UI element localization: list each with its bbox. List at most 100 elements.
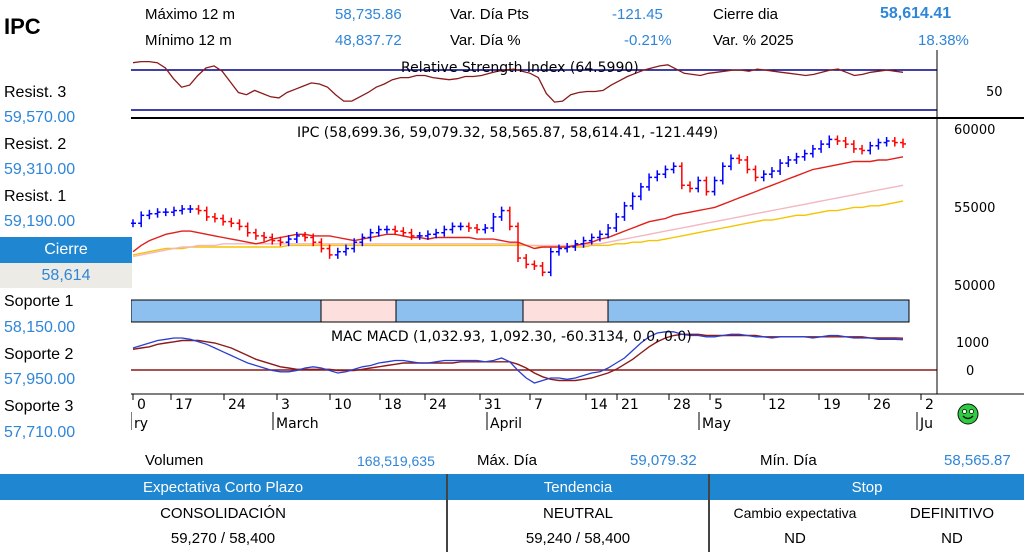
ohlc-bar bbox=[162, 208, 169, 217]
ohlc-bar bbox=[203, 206, 210, 221]
ohlc-bar bbox=[744, 156, 751, 174]
close-level-header: Cierre bbox=[0, 237, 132, 263]
max12-label: Máximo 12 m bbox=[145, 6, 236, 23]
ohlc-bar bbox=[515, 222, 521, 262]
macd-title: MAC MACD (1,032.93, 1,092.30, -60.3134, … bbox=[331, 329, 692, 345]
ohlc-bar bbox=[408, 228, 415, 240]
ohlc-bar bbox=[310, 233, 317, 247]
rsi-title: Relative Strength Index (64.5990) bbox=[401, 60, 639, 76]
month-label: April bbox=[490, 416, 522, 432]
expect-value: CONSOLIDACIÓN bbox=[160, 504, 286, 522]
price-tick-60000: 60000 bbox=[954, 123, 995, 138]
ohlc-bar bbox=[883, 137, 890, 147]
expect-header-label: Expectativa Corto Plazo bbox=[142, 478, 304, 496]
rsi-tick: 50 bbox=[986, 85, 1003, 100]
price-title: IPC (58,699.36, 59,079.32, 58,565.87, 58… bbox=[297, 125, 718, 141]
ohlc-bar bbox=[678, 162, 685, 190]
min-day-label: Mín. Día bbox=[760, 452, 817, 469]
x-tick-label: 12 bbox=[768, 397, 786, 413]
trend-header-label: Tendencia bbox=[543, 478, 613, 496]
ohlc-bar bbox=[703, 176, 710, 196]
ohlc-bar bbox=[465, 222, 472, 232]
resist2-value: 59,310.00 bbox=[4, 161, 76, 178]
ohlc-bar bbox=[146, 209, 153, 220]
x-axis: 0 17 24 3 10 18 24 31 7 14 21 28 5 12 19 26 2 ry March Apri… bbox=[131, 393, 1024, 432]
ohlc-bar bbox=[842, 137, 849, 149]
ohlc-bar bbox=[441, 225, 448, 237]
ohlc-bar bbox=[383, 225, 390, 234]
ohlc-bar bbox=[179, 205, 186, 215]
ohlc-bar bbox=[646, 173, 653, 191]
ohlc-bar bbox=[449, 222, 456, 234]
ohlc-bar bbox=[531, 260, 538, 270]
min12-value: 48,837.72 bbox=[335, 32, 402, 49]
ohlc-bar bbox=[261, 231, 268, 242]
expect-header: Expectativa Corto Plazo bbox=[0, 474, 446, 500]
macd-panel: MAC MACD (1,032.93, 1,092.30, -60.3134, … bbox=[131, 329, 989, 384]
ohlc-bar bbox=[900, 138, 906, 148]
ohlc-bar bbox=[613, 212, 620, 232]
trend-band bbox=[131, 299, 910, 323]
support3-value: 57,710.00 bbox=[4, 424, 76, 441]
x-tick-label: 31 bbox=[484, 397, 502, 413]
ohlc-bar bbox=[891, 137, 898, 147]
month-label: ry bbox=[134, 416, 148, 432]
ohlc-bar bbox=[523, 254, 530, 269]
max12-value: 58,735.86 bbox=[335, 6, 402, 23]
ohlc-bar bbox=[416, 231, 423, 240]
ohlc-bar bbox=[359, 233, 366, 247]
resist3-label: Resist. 3 bbox=[4, 84, 67, 101]
x-tick-label: 5 bbox=[714, 397, 723, 413]
resist1-label: Resist. 1 bbox=[4, 188, 67, 205]
month-label: March bbox=[276, 416, 319, 432]
stop-header: Stop bbox=[710, 474, 1024, 500]
ohlc-bar bbox=[711, 176, 718, 196]
trend-value: NEUTRAL bbox=[542, 504, 613, 522]
ohlc-bar bbox=[867, 141, 874, 155]
ohlc-bar bbox=[498, 206, 505, 221]
ohlc-bar bbox=[482, 224, 489, 234]
ohlc-bar bbox=[687, 181, 694, 193]
ohlc-bar bbox=[318, 238, 325, 253]
ohlc-bar bbox=[695, 176, 702, 193]
ohlc-bar bbox=[801, 149, 808, 161]
x-tick-label: 7 bbox=[534, 397, 543, 413]
ohlc-bar bbox=[375, 225, 382, 237]
x-tick-label: 24 bbox=[228, 397, 246, 413]
resist1-value: 59,190.00 bbox=[4, 213, 76, 230]
ohlc-bar bbox=[187, 205, 194, 213]
ohlc-bar bbox=[727, 154, 734, 171]
ohlc-bar bbox=[211, 212, 218, 223]
var-pct-label: Var. Día % bbox=[450, 32, 521, 49]
resist2-label: Resist. 2 bbox=[4, 136, 67, 153]
table-divider-1 bbox=[446, 474, 448, 552]
var-pts-label: Var. Día Pts bbox=[450, 6, 529, 23]
ohlc-bar bbox=[302, 231, 309, 242]
support2-value: 57,950.00 bbox=[4, 371, 76, 388]
ohlc-bar bbox=[326, 244, 333, 259]
ohlc-bar bbox=[605, 224, 612, 239]
support2-label: Soporte 2 bbox=[4, 346, 74, 363]
macd-line bbox=[132, 331, 904, 384]
ohlc-bar bbox=[506, 206, 513, 231]
ohlc-bar bbox=[654, 170, 661, 182]
support1-label: Soporte 1 bbox=[4, 293, 74, 310]
price-tick-55000: 55000 bbox=[954, 201, 995, 216]
support1-value: 58,150.00 bbox=[4, 319, 76, 336]
volume-label: Volumen bbox=[145, 452, 204, 469]
ohlc-bar bbox=[621, 201, 628, 221]
ohlc-bar bbox=[564, 243, 571, 253]
ohlc-bar bbox=[269, 233, 276, 245]
ohlc-bar bbox=[236, 219, 243, 231]
close-level-value: 58,614 bbox=[41, 266, 91, 284]
support3-label: Soporte 3 bbox=[4, 398, 74, 415]
stop-definitive-label: DEFINITIVO bbox=[909, 504, 995, 522]
ytd-value: 18.38% bbox=[918, 32, 969, 49]
ohlc-bar bbox=[793, 152, 800, 164]
ohlc-bar bbox=[809, 144, 816, 158]
ohlc-bar bbox=[752, 165, 759, 182]
ohlc-bar bbox=[768, 167, 775, 179]
x-tick-label: 19 bbox=[823, 397, 841, 413]
ticker-title: IPC bbox=[4, 14, 41, 39]
ohlc-bar bbox=[154, 208, 161, 218]
